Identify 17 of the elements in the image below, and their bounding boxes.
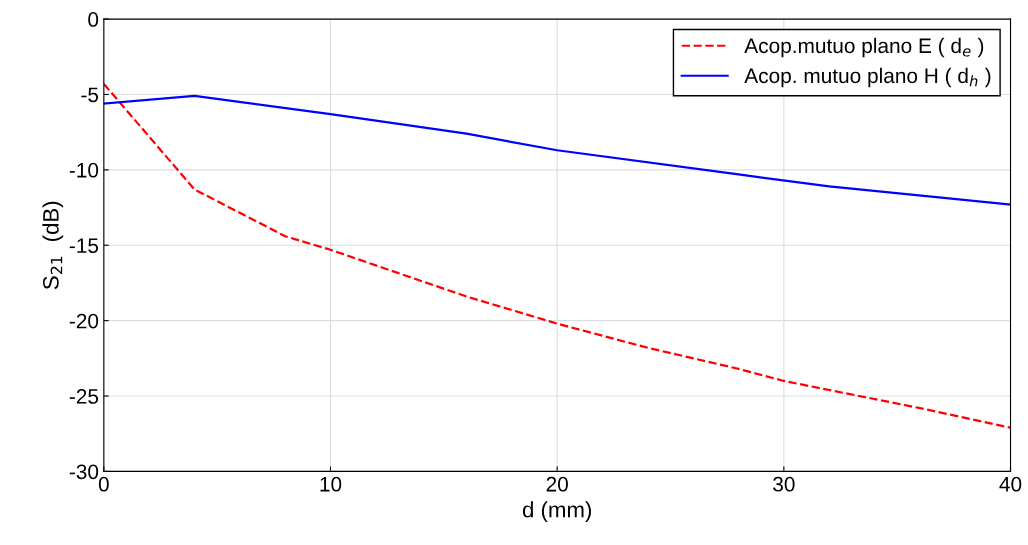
x-tick-label: 20 [546, 476, 568, 492]
y-tick-label: -20 [69, 313, 99, 329]
y-tick-label: -10 [69, 162, 99, 178]
legend-label: Acop.mutuo plano E ( d$_{e}$ ) [744, 37, 984, 58]
x-tick-label: 30 [773, 476, 795, 492]
legend-label: Acop. mutuo plano H ( d$_{h}$ ) [744, 67, 991, 88]
y-axis-title: S$_{21}$ (dB) [42, 201, 64, 290]
y-tick-label: -25 [69, 389, 99, 404]
x-tick-label: 40 [999, 476, 1022, 492]
y-tick-label: -30 [69, 464, 99, 480]
x-tick-label: 10 [320, 476, 342, 492]
y-tick-label: -15 [69, 238, 99, 253]
x-tick-label: 0 [98, 476, 109, 492]
y-tick-label: 0 [88, 12, 99, 27]
line-series [103, 94, 1011, 206]
y-tick-label: -5 [81, 87, 99, 103]
x-axis-title: d (mm) [522, 501, 591, 522]
